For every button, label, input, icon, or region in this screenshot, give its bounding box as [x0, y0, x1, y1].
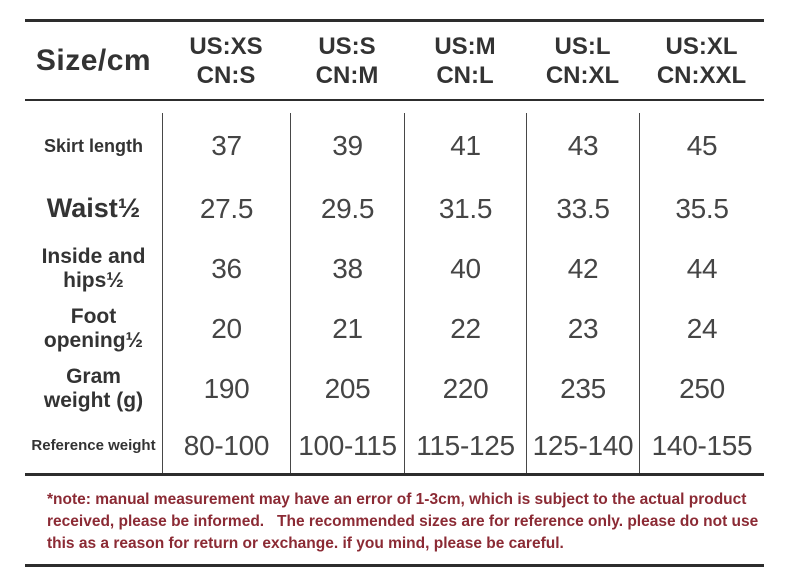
column-header-l: US:L CN:XL: [526, 32, 639, 90]
table-cell: 125-140: [526, 419, 639, 473]
row-label: Foot opening½: [43, 304, 144, 352]
table-row-foot-opening: Foot opening½ 20 21 22 23 24: [25, 299, 764, 359]
cn-size-label: CN:L: [436, 61, 494, 89]
table-cell: 100-115: [290, 419, 404, 473]
table-cell: 40: [404, 239, 526, 299]
table-cell: 205: [290, 359, 404, 419]
us-size-label: US:M: [434, 32, 496, 60]
size-chart: Size/cm US:XS CN:S US:S CN:M US:M CN:L U…: [25, 19, 764, 567]
table-cell: 36: [162, 239, 290, 299]
table-cell: 35.5: [639, 179, 764, 239]
table-row-inside-and-hips: Inside and hips½ 36 38 40 42 44: [25, 239, 764, 299]
table-cell: 24: [639, 299, 764, 359]
table-cell: 29.5: [290, 179, 404, 239]
column-header-xs: US:XS CN:S: [162, 32, 290, 90]
table-cell: 190: [162, 359, 290, 419]
size-table-header: Size/cm US:XS CN:S US:S CN:M US:M CN:L U…: [25, 19, 764, 101]
table-cell: 42: [526, 239, 639, 299]
column-header-s: US:S CN:M: [290, 32, 404, 90]
table-cell: 115-125: [404, 419, 526, 473]
table-row-reference-weight: Reference weight 80-100 100-115 115-125 …: [25, 419, 764, 473]
column-header-xl: US:XL CN:XXL: [639, 32, 764, 90]
table-cell: 27.5: [162, 179, 290, 239]
row-label: Reference weight: [31, 437, 156, 455]
table-cell: 41: [404, 113, 526, 179]
row-label: Gram weight (g): [43, 364, 144, 412]
table-row-skirt-length: Skirt length 37 39 41 43 45: [25, 113, 764, 179]
table-row-gram-weight: Gram weight (g) 190 205 220 235 250: [25, 359, 764, 419]
column-header-m: US:M CN:L: [404, 32, 526, 90]
table-cell: 80-100: [162, 419, 290, 473]
cn-size-label: CN:M: [315, 61, 379, 89]
table-cell: 37: [162, 113, 290, 179]
table-cell: 38: [290, 239, 404, 299]
us-size-label: US:XS: [189, 32, 263, 60]
measurement-disclaimer-note: *note: manual measurement may have an er…: [25, 489, 764, 567]
cn-size-label: CN:S: [196, 61, 256, 89]
us-size-label: US:S: [318, 32, 376, 60]
row-label: Inside and hips½: [41, 244, 146, 292]
table-cell: 31.5: [404, 179, 526, 239]
table-cell: 250: [639, 359, 764, 419]
table-cell: 235: [526, 359, 639, 419]
row-label: Skirt length: [43, 135, 143, 156]
cn-size-label: CN:XL: [545, 61, 620, 89]
cn-size-label: CN:XXL: [656, 61, 747, 89]
us-size-label: US:L: [554, 32, 611, 60]
size-table-body: Skirt length 37 39 41 43 45 Waist½ 27.5 …: [25, 101, 764, 476]
table-cell: 140-155: [639, 419, 764, 473]
table-cell: 33.5: [526, 179, 639, 239]
table-cell: 45: [639, 113, 764, 179]
table-cell: 20: [162, 299, 290, 359]
table-cell: 22: [404, 299, 526, 359]
table-cell: 220: [404, 359, 526, 419]
table-row-waist: Waist½ 27.5 29.5 31.5 33.5 35.5: [25, 179, 764, 239]
table-cell: 43: [526, 113, 639, 179]
table-corner-label: Size/cm: [35, 43, 152, 77]
us-size-label: US:XL: [665, 32, 738, 60]
table-top-spacer: [25, 101, 764, 113]
table-cell: 23: [526, 299, 639, 359]
table-cell: 39: [290, 113, 404, 179]
table-cell: 44: [639, 239, 764, 299]
table-cell: 21: [290, 299, 404, 359]
row-label: Waist½: [46, 193, 141, 224]
